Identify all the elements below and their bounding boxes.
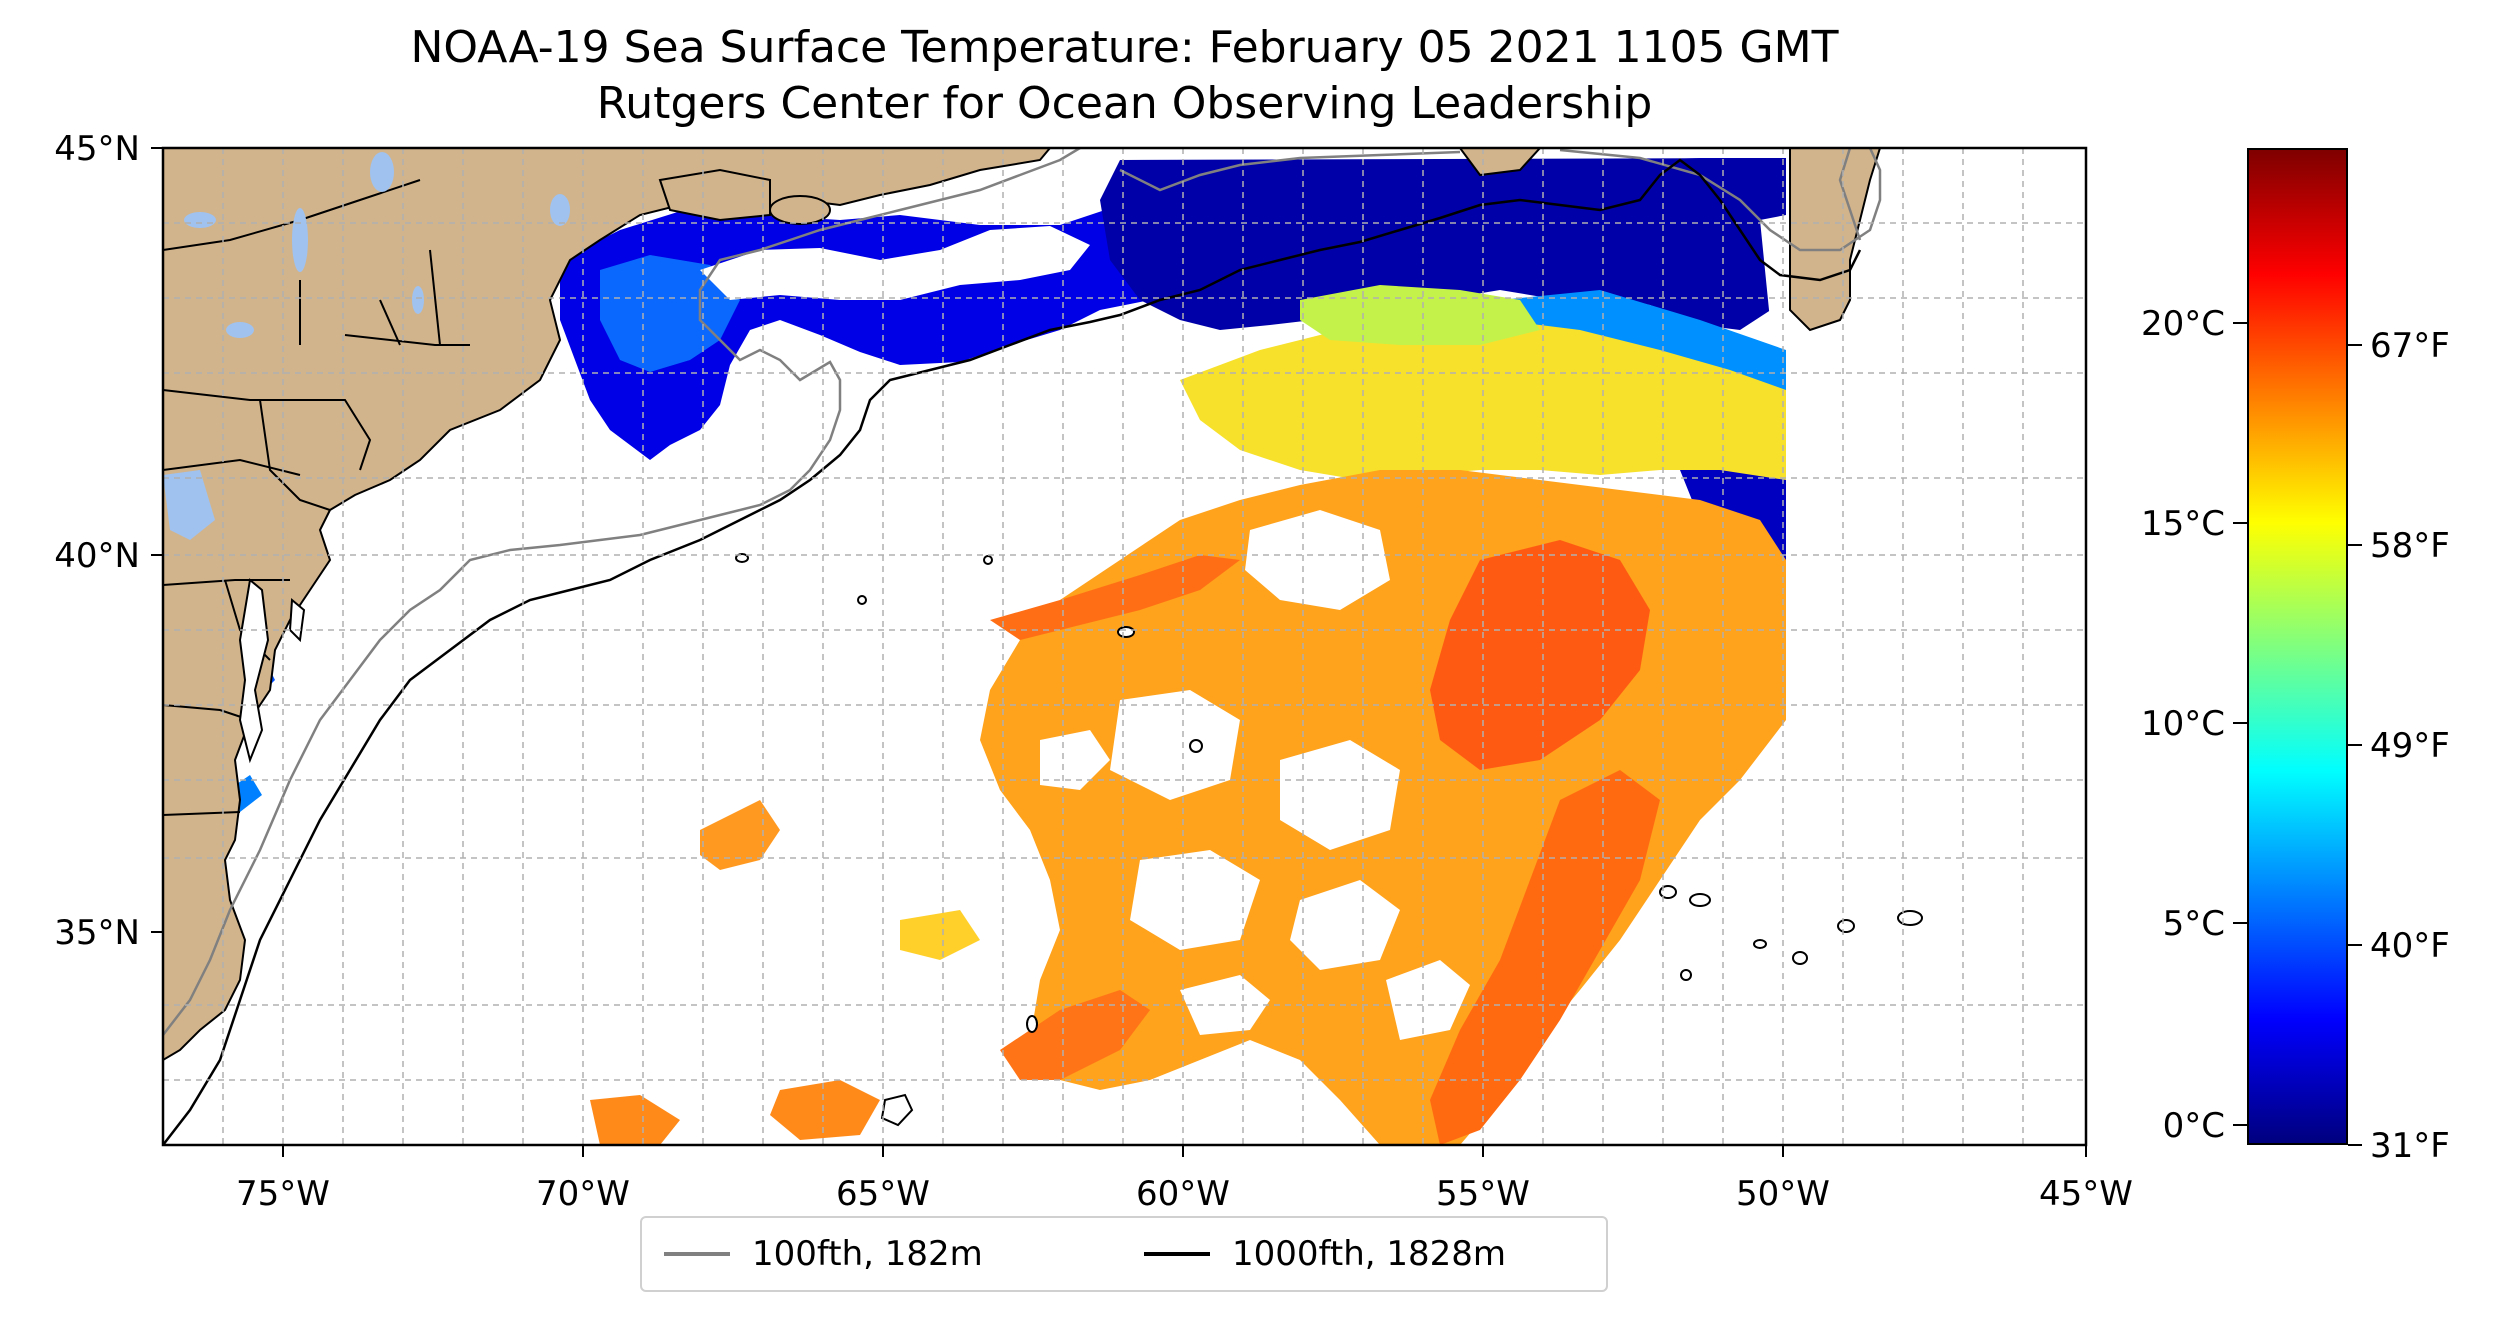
islands xyxy=(735,553,1923,1127)
cloud-masks xyxy=(700,148,2086,1145)
legend-item-1000fth: 1000fth, 1828m xyxy=(1144,1234,1506,1274)
lon-tick-label: 70°W xyxy=(536,1174,630,1214)
legend-swatch-black xyxy=(1144,1252,1210,1256)
legend-item-100fth: 100fth, 182m xyxy=(664,1234,983,1274)
map-title: NOAA-19 Sea Surface Temperature: Februar… xyxy=(163,20,2086,132)
lon-tick-label: 45°W xyxy=(2039,1174,2133,1214)
isobath-100fth xyxy=(163,148,1882,1036)
colorbar-ticks xyxy=(2233,322,2362,1146)
gridlines xyxy=(163,148,2086,1145)
map-plot-area xyxy=(163,148,2086,1145)
plot-frame xyxy=(161,146,2088,1147)
lon-tick-label: 60°W xyxy=(1136,1174,1230,1214)
lon-tick-label: 65°W xyxy=(836,1174,930,1214)
isobath-legend: 100fth, 182m 1000fth, 1828m xyxy=(640,1216,1608,1292)
colorbar-celsius-label: 5°C xyxy=(2163,904,2225,944)
lon-tick-label: 75°W xyxy=(236,1174,330,1214)
legend-swatch-gray xyxy=(664,1252,730,1256)
sst-colorbar xyxy=(2247,148,2348,1145)
colorbar-celsius-label: 20°C xyxy=(2141,304,2225,344)
lon-tick-label: 50°W xyxy=(1736,1174,1830,1214)
lon-tick-label: 55°W xyxy=(1436,1174,1530,1214)
legend-label: 1000fth, 1828m xyxy=(1232,1234,1507,1274)
colorbar-fahrenheit-label: 58°F xyxy=(2370,526,2450,566)
colorbar-fahrenheit-label: 67°F xyxy=(2370,326,2450,366)
colorbar-celsius-label: 0°C xyxy=(2163,1106,2225,1146)
legend-label: 100fth, 182m xyxy=(752,1234,983,1274)
isobath-1000fth xyxy=(163,158,1862,1145)
colorbar-fahrenheit-label: 31°F xyxy=(2370,1126,2450,1166)
colorbar-fahrenheit-label: 40°F xyxy=(2370,926,2450,966)
lat-tick-label: 45°N xyxy=(54,129,140,169)
land xyxy=(163,148,1882,1062)
title-line-1: NOAA-19 Sea Surface Temperature: Februar… xyxy=(410,22,1839,73)
title-line-2: Rutgers Center for Ocean Observing Leade… xyxy=(596,78,1653,129)
axis-ticks xyxy=(151,147,2087,1157)
colorbar-celsius-label: 15°C xyxy=(2141,504,2225,544)
lat-tick-label: 35°N xyxy=(54,913,140,953)
colorbar-fahrenheit-label: 49°F xyxy=(2370,726,2450,766)
colorbar-celsius-label: 10°C xyxy=(2141,704,2225,744)
sst-warm-water xyxy=(590,285,1786,1145)
lat-tick-label: 40°N xyxy=(54,536,140,576)
